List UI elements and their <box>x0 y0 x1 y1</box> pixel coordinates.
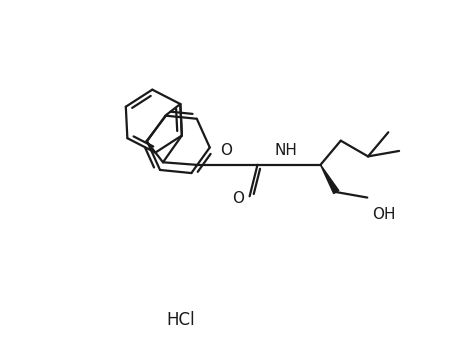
Text: OH: OH <box>372 207 396 222</box>
Text: HCl: HCl <box>166 311 195 329</box>
Text: O: O <box>220 143 232 158</box>
Polygon shape <box>321 165 339 194</box>
Text: O: O <box>232 191 244 206</box>
Text: NH: NH <box>275 143 298 158</box>
